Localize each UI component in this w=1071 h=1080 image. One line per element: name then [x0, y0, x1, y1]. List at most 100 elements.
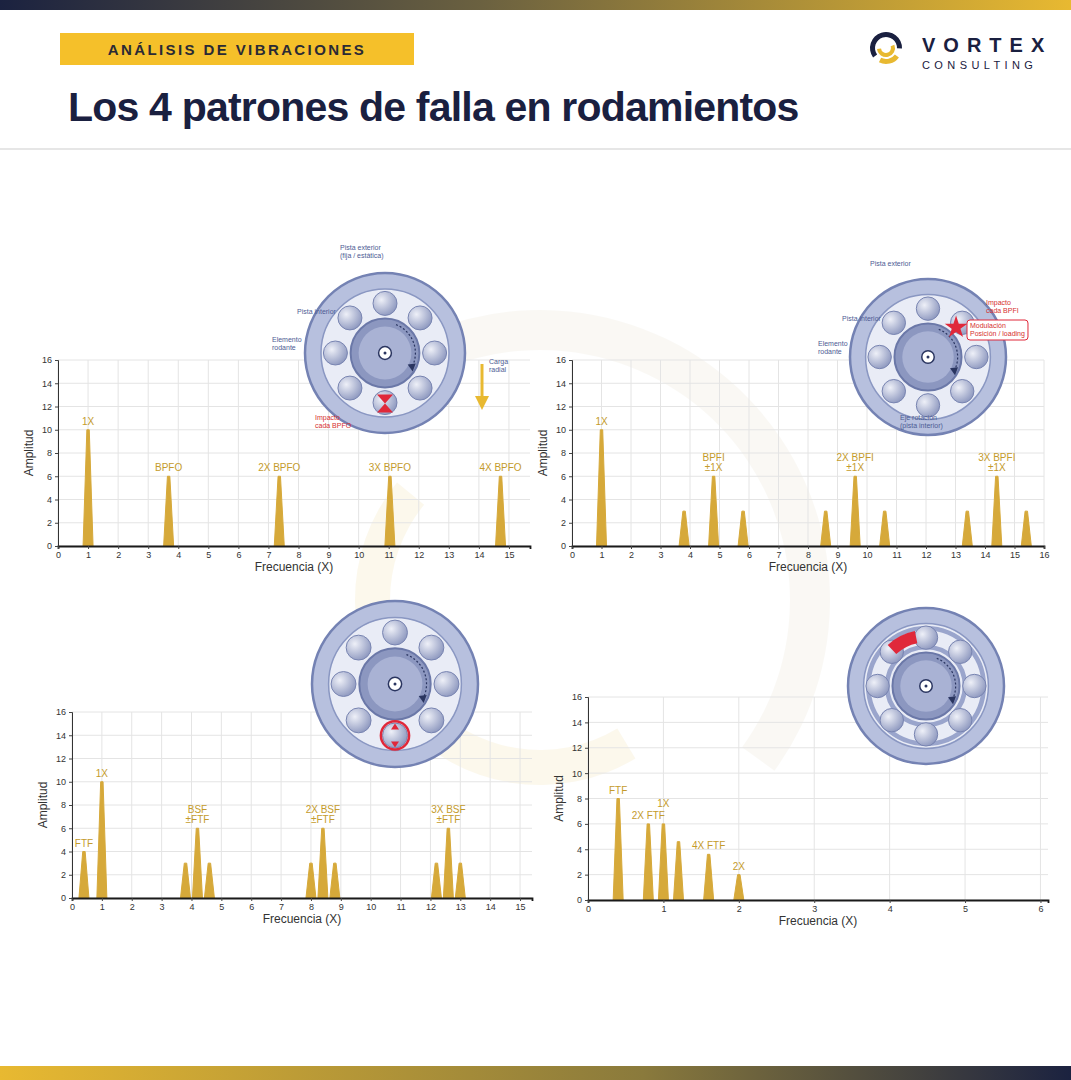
x-tick-label: 7 [776, 550, 781, 560]
y-axis-title: Amplitud [552, 775, 566, 822]
x-tick-label: 5 [206, 550, 211, 560]
x-tick-mark [389, 546, 390, 549]
x-tick: 9 [327, 546, 332, 560]
x-tick-mark [359, 546, 360, 549]
x-tick-mark [631, 546, 632, 549]
peak [962, 511, 972, 546]
y-tick: 14 [42, 379, 58, 389]
y-tick: 14 [572, 718, 588, 728]
y-tick: 2 [47, 518, 58, 528]
y-tick-mark [55, 523, 58, 524]
inner-race [359, 648, 430, 719]
y-tick: 14 [56, 731, 72, 741]
outer-race-inner [866, 295, 991, 420]
y-tick-label: 8 [47, 448, 52, 458]
x-tick-label: 6 [249, 902, 254, 912]
outer-race [305, 273, 465, 433]
y-tick-mark [55, 383, 58, 384]
x-tick: 2 [116, 546, 121, 560]
y-tick-mark [69, 805, 72, 806]
y-tick-mark [55, 453, 58, 454]
x-tick-label: 4 [176, 550, 181, 560]
y-tick-label: 10 [56, 777, 66, 787]
grid-line-y [58, 476, 530, 477]
rolling-element [950, 379, 973, 402]
x-tick-mark [779, 546, 780, 549]
x-tick: 13 [444, 546, 454, 560]
peak-label: 3X BPFO [369, 462, 411, 473]
x-tick-label: 7 [279, 902, 284, 912]
y-tick-mark [585, 748, 588, 749]
x-tick-mark [808, 546, 809, 549]
x-tick-mark [1044, 546, 1045, 549]
x-tick-mark [449, 546, 450, 549]
y-tick-mark [55, 360, 58, 361]
peak [613, 799, 623, 901]
y-tick-label: 0 [561, 541, 566, 551]
y-tick-label: 0 [47, 541, 52, 551]
x-tick: 11 [385, 546, 394, 560]
y-tick: 12 [572, 743, 588, 753]
x-tick-mark [602, 546, 603, 549]
rolling-element [914, 626, 937, 649]
x-tick-mark [985, 546, 986, 549]
x-tick-mark [178, 546, 179, 549]
x-tick-label: 9 [835, 550, 840, 560]
rolling-element [868, 345, 891, 368]
rolling-element [434, 672, 459, 697]
bottom-bar [0, 1066, 1071, 1080]
x-tick-mark [311, 898, 312, 901]
x-tick: 14 [486, 898, 496, 912]
peak-label: 1X [595, 416, 608, 427]
grid-line-y [588, 823, 1048, 824]
x-tick: 7 [776, 546, 781, 560]
y-tick-label: 16 [572, 692, 582, 702]
x-tick-label: 2 [737, 904, 742, 914]
x-tick-mark [88, 546, 89, 549]
x-tick: 3 [146, 546, 151, 560]
x-tick-mark [720, 546, 721, 549]
x-tick: 14 [980, 546, 990, 560]
outer-race [848, 608, 1004, 764]
x-tick-label: 0 [570, 550, 575, 560]
grid-line-y [572, 522, 1044, 523]
x-tick: 3 [658, 546, 663, 560]
y-tick: 6 [561, 472, 572, 482]
x-tick: 9 [339, 898, 344, 912]
peak [1021, 511, 1031, 546]
y-tick: 12 [42, 402, 58, 412]
outer-race-inner [329, 618, 462, 751]
grid-line-y [572, 453, 1044, 454]
y-tick-mark [585, 722, 588, 723]
peak-label: 1X [96, 768, 109, 779]
x-tick-label: 0 [586, 904, 591, 914]
x-tick-label: 1 [86, 550, 91, 560]
y-tick-label: 12 [56, 754, 66, 764]
y-tick: 2 [61, 870, 72, 880]
x-axis: 0123456 [586, 900, 1049, 914]
y-tick: 16 [56, 707, 72, 717]
bearing-diagram [312, 601, 478, 767]
y-tick: 4 [561, 495, 572, 505]
x-tick-mark [479, 546, 480, 549]
rolling-element [331, 672, 356, 697]
x-tick-label: 6 [236, 550, 241, 560]
x-tick: 1 [661, 900, 666, 914]
x-tick-mark [371, 898, 372, 901]
rolling-element [346, 708, 371, 733]
fault-marker [377, 395, 393, 413]
y-tick-mark [585, 824, 588, 825]
x-tick-label: 1 [661, 904, 666, 914]
x-tick-label: 4 [688, 550, 693, 560]
x-tick-mark [838, 546, 839, 549]
rolling-element [948, 640, 971, 663]
rolling-element [408, 376, 432, 400]
grid-line-y [588, 773, 1048, 774]
x-tick: 2 [737, 900, 742, 914]
x-tick: 12 [426, 898, 436, 912]
inner-race-face [902, 331, 953, 382]
bearing-diagram [850, 279, 1006, 435]
x-tick-label: 9 [327, 550, 332, 560]
x-tick: 12 [414, 546, 424, 560]
x-tick-label: 3 [812, 904, 817, 914]
